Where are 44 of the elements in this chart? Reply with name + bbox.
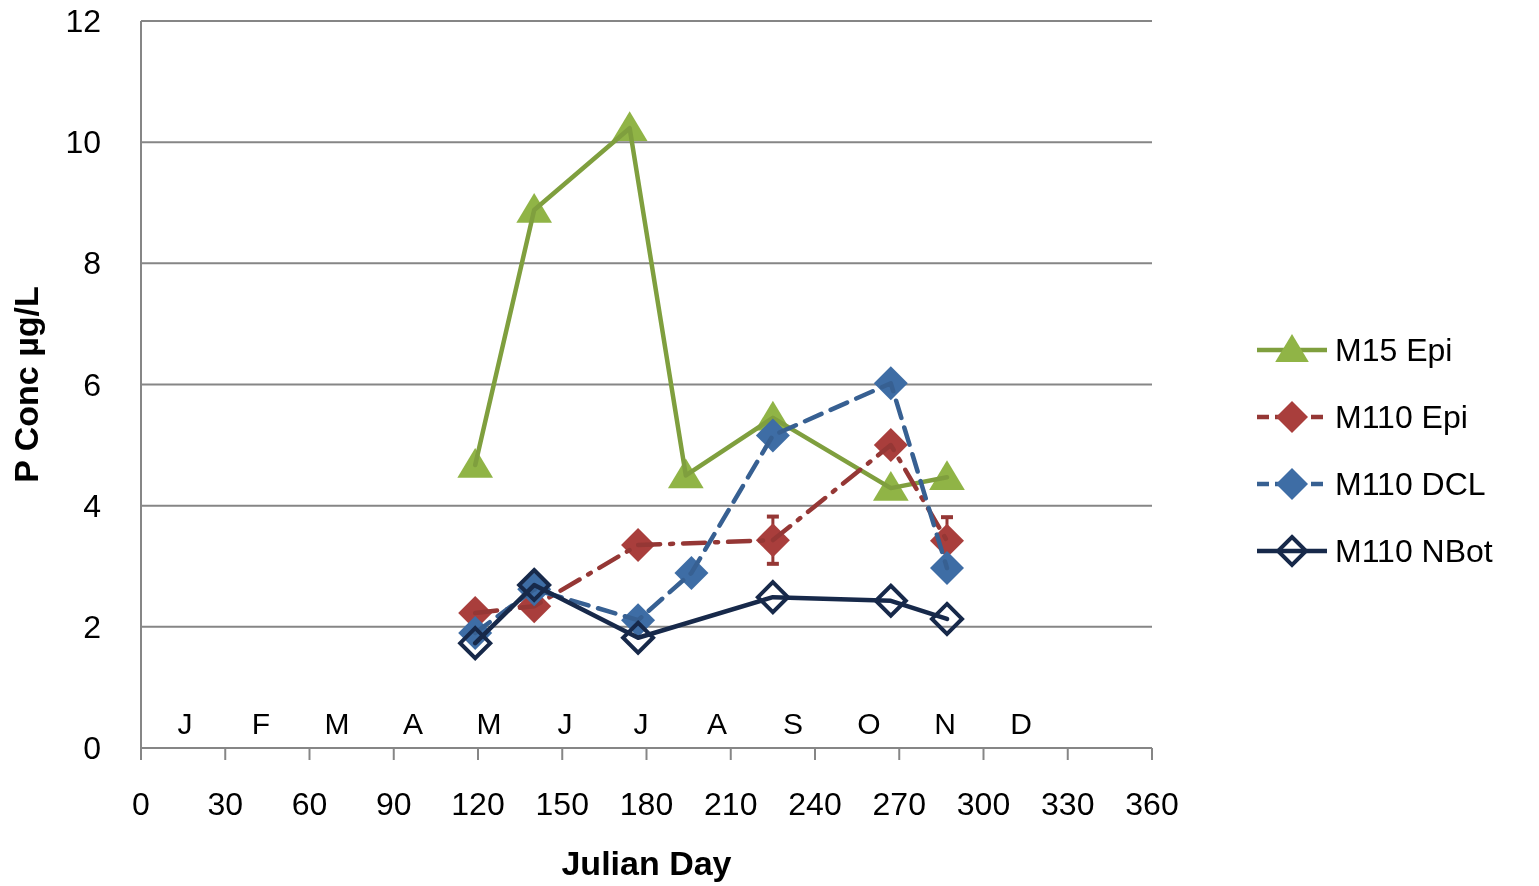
x-tick-label: 120 [451, 786, 505, 822]
annotation: D [1010, 707, 1032, 740]
annotation: A [706, 707, 728, 740]
x-tick-label: 330 [1041, 786, 1095, 822]
x-tick-label: 0 [132, 786, 150, 822]
x-tick-label: 150 [535, 786, 589, 822]
annotation: J [633, 707, 649, 740]
x-tick-label: 270 [872, 786, 926, 822]
annotation: J [557, 707, 573, 740]
legend-label: M110 DCL [1335, 466, 1486, 502]
point [458, 626, 493, 661]
y-tick-label: 8 [83, 245, 101, 282]
x-tick-label: 30 [207, 786, 244, 822]
point [929, 551, 964, 586]
x-tick-label: 60 [291, 786, 328, 822]
legend-label: M110 NBot [1335, 533, 1493, 569]
point [873, 583, 908, 618]
y-tick-label: 2 [83, 608, 101, 645]
annotation: O [857, 707, 881, 740]
annotation: M [324, 707, 350, 740]
annotation: A [402, 707, 424, 740]
x-tick-label: 90 [375, 786, 412, 822]
annotation: S [782, 707, 804, 740]
x-tick-label: 210 [704, 786, 758, 822]
x-tick-label: 360 [1125, 786, 1179, 822]
y-tick-label: 0 [83, 730, 101, 766]
annotation: N [934, 707, 956, 740]
point [929, 601, 964, 636]
y-axis-title: P Conc µg/L [7, 286, 45, 483]
annotation: F [251, 707, 271, 740]
annotation: J [177, 707, 193, 740]
legend-label: M15 Epi [1335, 332, 1453, 368]
annotation: M [476, 707, 502, 740]
point [621, 620, 656, 655]
point [755, 580, 790, 615]
legend-label: M110 Epi [1335, 399, 1468, 435]
x-axis-title: Julian Day [561, 844, 732, 882]
y-tick-label: 10 [65, 124, 101, 161]
x-tick-label: 240 [788, 786, 842, 822]
x-tick-label: 180 [619, 786, 674, 822]
y-tick-label: 12 [65, 3, 101, 39]
y-tick-label: 4 [83, 487, 101, 524]
y-tick-label: 6 [83, 366, 101, 403]
x-tick-label: 300 [956, 786, 1011, 822]
